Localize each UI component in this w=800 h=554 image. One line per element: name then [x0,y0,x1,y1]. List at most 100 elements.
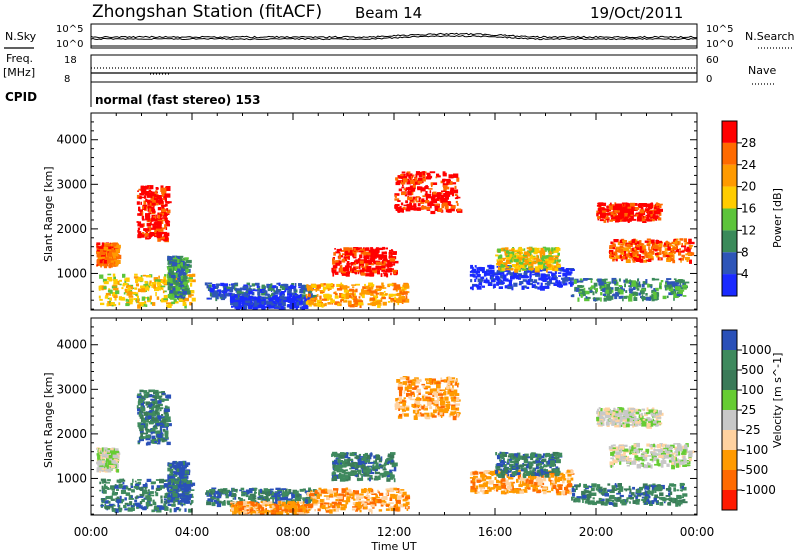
scatter-cell [101,480,105,484]
scatter-cell [653,278,660,281]
scatter-cell [138,197,141,199]
scatter-cell [553,265,557,269]
scatter-cell [184,462,187,466]
scatter-cell [172,461,175,466]
date-label: 19/Oct/2011 [590,4,683,22]
scatter-cell [144,297,148,299]
scatter-cell [500,275,503,279]
scatter-cell [330,299,335,304]
scatter-cell [422,195,426,198]
scatter-cell [597,208,602,212]
scatter-cell [130,485,134,488]
scatter-cell [104,462,109,467]
scatter-cell [96,447,100,449]
scatter-cell [295,493,298,498]
scatter-cell [487,283,493,286]
scatter-cell [233,302,239,307]
scatter-cell [127,488,132,491]
scatter-cell [150,402,153,406]
scatter-cell [208,284,212,288]
scatter-cell [139,213,143,216]
scatter-cell [334,291,337,295]
scatter-cell [183,473,187,478]
scatter-cell [603,216,609,219]
scatter-cell [674,240,678,244]
scatter-cell [422,171,426,176]
scatter-cell [541,261,545,267]
scatter-cell [141,417,146,422]
scatter-cell [154,286,159,292]
scatter-cell [588,278,593,280]
scatter-cell [147,205,151,209]
scatter-cell [164,189,167,194]
scatter-cell [166,423,172,427]
scatter-cell [145,230,149,234]
scatter-cell [167,495,172,500]
scatter-cell [565,277,569,282]
scatter-cell [393,300,396,302]
scatter-cell [162,212,167,217]
scatter-cell [244,305,248,310]
scatter-cell [184,298,189,302]
scatter-cell [576,287,580,292]
scatter-cell [395,208,401,211]
scatter-cell [134,483,140,488]
scatter-cell [138,496,144,498]
scatter-cell [159,284,162,288]
scatter-cell [150,429,155,434]
scatter-cell [185,268,190,272]
scatter-cell [270,305,275,309]
scatter-cell [546,268,548,273]
scatter-cell [606,294,611,296]
scatter-cell [490,276,493,280]
scatter-cell [152,499,155,504]
scatter-cell [378,247,384,251]
scatter-cell [405,295,408,300]
scatter-cell [267,301,273,305]
scatter-cell [317,287,320,291]
colorbar-segment [722,186,737,209]
scatter-cell [298,283,301,285]
scatter-cell [134,273,138,276]
scatter-cell [497,266,502,271]
scatter-cell [336,250,339,253]
scatter-cell [108,464,113,467]
scatter-cell [107,252,110,257]
scatter-cell [184,271,188,275]
scatter-cell [304,297,309,302]
scatter-cell [210,292,213,297]
scatter-cell [650,297,653,300]
scatter-cell [164,224,167,229]
scatter-cell [526,261,532,266]
scatter-cell [306,301,311,305]
scatter-cell [401,171,406,174]
scatter-cell [137,481,142,485]
scatter-cell [258,285,261,291]
scatter-cell [339,293,342,296]
scatter-cell [174,480,180,485]
scatter-cell [521,285,525,290]
scatter-cell [331,283,335,287]
scatter-cell [161,420,165,424]
scatter-cell [139,400,144,404]
scatter-cell [632,293,635,297]
scatter-cell [175,282,179,287]
scatter-cell [659,282,662,286]
scatter-cell [136,507,139,509]
scatter-cell [236,288,242,292]
scatter-cell [375,247,379,249]
scatter-cell [365,289,367,292]
scatter-cell [529,270,532,273]
scatter-cell [261,306,266,310]
scatter-cell [149,295,152,300]
scatter-cell [621,247,625,251]
scatter-cell [349,268,352,272]
scatter-cell [136,194,140,199]
scatter-cell [424,200,430,204]
scatter-cell [551,272,554,277]
scatter-cell [436,192,442,197]
scatter-cell [166,394,172,399]
scatter-cell [145,401,150,406]
scatter-cell [334,295,339,299]
scatter-cell [141,211,144,216]
